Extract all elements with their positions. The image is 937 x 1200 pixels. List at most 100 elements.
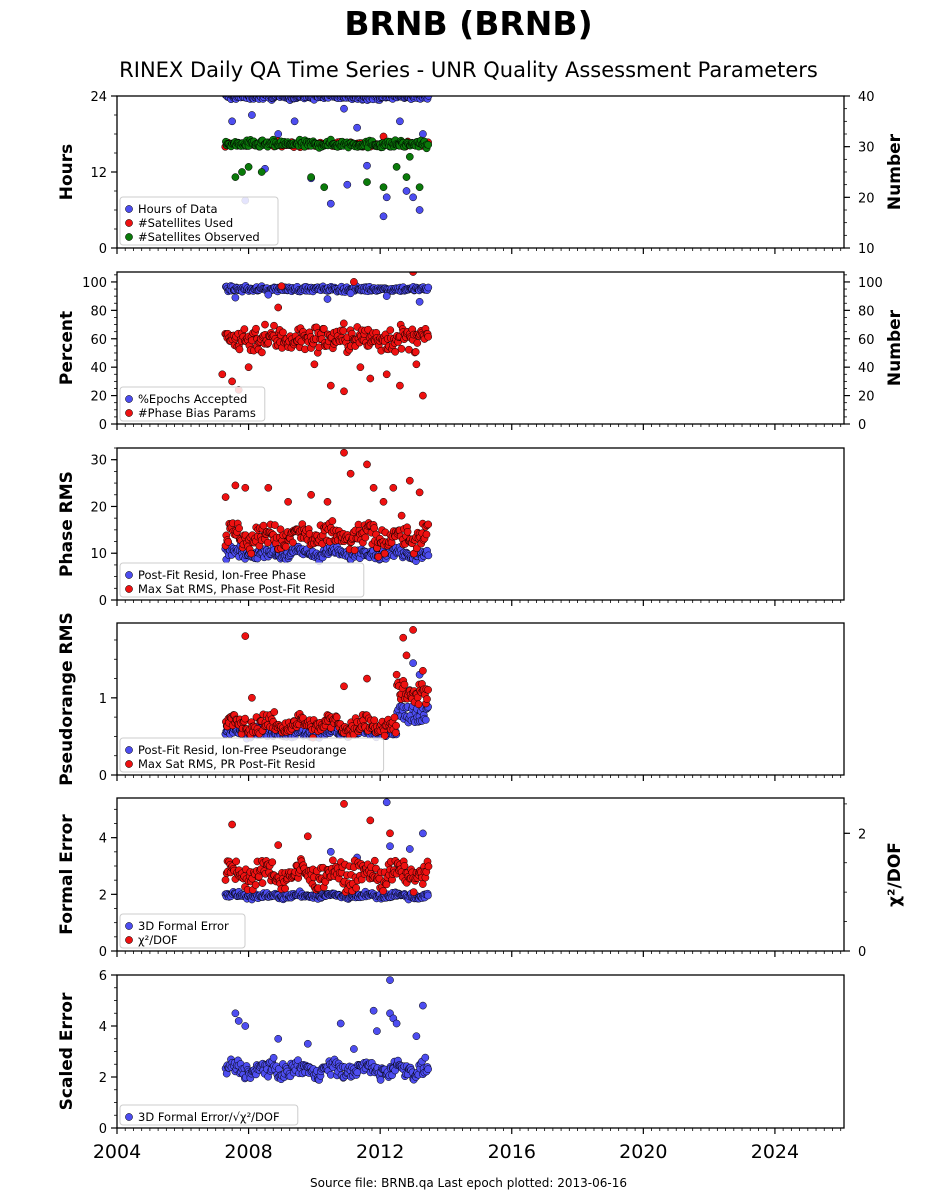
- legend-label: #Satellites Used: [138, 216, 233, 230]
- data-points: [218, 272, 433, 400]
- data-point: [352, 884, 361, 892]
- data-point: [373, 1027, 381, 1035]
- data-point: [340, 387, 348, 396]
- y-tick-label: 80: [90, 304, 107, 319]
- legend: Post-Fit Resid, Ion-Free PseudorangeMax …: [119, 737, 385, 773]
- data-point: [257, 168, 266, 176]
- y-tick-label: 2: [99, 1071, 107, 1086]
- data-point: [424, 1065, 432, 1074]
- data-point: [261, 320, 269, 329]
- legend-label: #Phase Bias Params: [138, 406, 256, 420]
- data-point: [363, 460, 371, 469]
- legend-marker: [125, 760, 133, 768]
- panel-4: 0 1 Pseudorange RMS Post-Fit Resid, Ion-Fre…: [57, 612, 845, 786]
- y-tick-label: 60: [90, 333, 107, 348]
- data-point: [363, 178, 371, 186]
- data-point: [231, 481, 240, 490]
- data-point: [228, 377, 236, 386]
- data-point: [369, 1006, 378, 1015]
- data-point: [412, 360, 421, 369]
- y-tick-label: 1: [99, 692, 107, 707]
- data-point: [370, 716, 379, 725]
- data-point: [323, 295, 332, 303]
- panel-frame: [116, 447, 845, 601]
- data-point: [356, 363, 365, 372]
- legend-marker: [125, 219, 133, 227]
- y-tick-label: 10: [90, 547, 107, 562]
- data-point: [389, 483, 398, 492]
- data-point: [396, 381, 404, 390]
- y-axis-label: Pseudorange RMS: [57, 612, 77, 786]
- x-tick-label: 2016: [488, 1141, 536, 1163]
- data-point: [248, 693, 256, 702]
- data-point: [400, 680, 409, 689]
- data-point: [329, 856, 337, 865]
- data-point: [400, 862, 409, 870]
- data-point: [399, 633, 408, 642]
- data-point: [264, 483, 273, 492]
- legend-marker: [125, 205, 133, 213]
- legend-box: [119, 386, 266, 422]
- data-point: [339, 319, 348, 328]
- data-point: [288, 538, 297, 547]
- data-point: [241, 632, 250, 640]
- legend-marker: [125, 571, 133, 579]
- data-point: [411, 348, 420, 356]
- data-point: [390, 713, 399, 722]
- data-point: [340, 104, 348, 113]
- legend-box: [119, 196, 279, 246]
- data-point: [421, 716, 430, 724]
- data-point: [370, 856, 379, 865]
- data-point: [323, 497, 332, 506]
- y-tick-label: 24: [90, 90, 107, 105]
- data-point: [252, 324, 260, 333]
- y-tick-label: 0: [99, 418, 107, 433]
- data-point: [419, 1001, 427, 1010]
- legend: Hours of Data#Satellites Used#Satellites…: [119, 196, 279, 246]
- data-point: [392, 670, 401, 679]
- y2-axis-label: Number: [885, 309, 905, 386]
- x-tick-label: 2004: [93, 1141, 141, 1163]
- legend-label: Max Sat RMS, PR Post-Fit Resid: [138, 757, 315, 771]
- panel-2: 0 20 40 60 80 100 0 20 40 60 80 100 Percent Number %Ep…: [57, 271, 905, 433]
- y2-tick-label: 10: [858, 242, 875, 257]
- data-point: [307, 173, 315, 181]
- data-point: [419, 391, 427, 400]
- panel-frame: [116, 271, 845, 425]
- data-point: [244, 163, 253, 171]
- data-point: [424, 551, 433, 560]
- y2-tick-label: 60: [858, 333, 875, 348]
- y-tick-label: 20: [90, 390, 107, 405]
- data-point: [386, 842, 394, 851]
- data-point: [419, 130, 427, 138]
- data-point: [382, 798, 391, 807]
- y2-axis-label: χ²/DOF: [885, 842, 905, 907]
- data-point: [340, 682, 348, 691]
- series-1: [221, 976, 432, 1084]
- data-point: [270, 708, 279, 716]
- y-tick-label: 0: [99, 769, 107, 784]
- y-tick-label: 12: [90, 166, 107, 181]
- data-points: [221, 798, 433, 904]
- data-point: [340, 448, 348, 457]
- data-point: [326, 381, 335, 390]
- y2-tick-label: 40: [858, 361, 875, 376]
- data-point: [379, 212, 388, 221]
- data-point: [413, 339, 422, 347]
- data-point: [405, 845, 414, 853]
- data-point: [382, 193, 391, 202]
- data-point: [409, 193, 417, 202]
- data-point: [424, 140, 433, 149]
- data-point: [244, 363, 253, 372]
- data-point: [269, 1053, 278, 1062]
- y-tick-label: 40: [90, 361, 107, 376]
- data-point: [281, 884, 289, 893]
- data-point: [274, 130, 283, 138]
- data-point: [274, 841, 283, 849]
- data-point: [251, 881, 260, 889]
- series-3: [222, 135, 433, 192]
- series-2: [221, 800, 433, 896]
- data-point: [279, 328, 287, 337]
- data-point: [234, 1017, 243, 1025]
